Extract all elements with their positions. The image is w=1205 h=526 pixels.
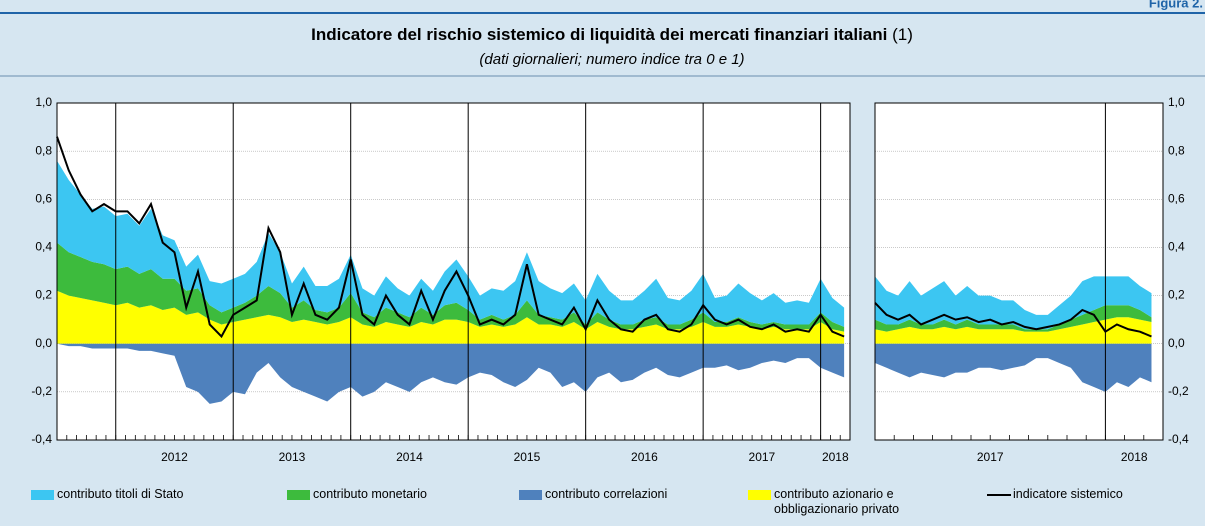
x-tick-label: 2012 [161, 450, 188, 464]
plot-area [875, 103, 1163, 440]
x-tick-label: 2018 [1121, 450, 1148, 464]
legend-label: indicatore sistemico [1013, 487, 1123, 501]
y-tick-label: 0,4 [1168, 240, 1185, 254]
chart-title: Indicatore del rischio sistemico di liqu… [311, 25, 913, 44]
legend-label: contributo monetario [313, 487, 427, 501]
y-tick-label: 0,8 [35, 143, 52, 157]
x-tick-label: 2015 [514, 450, 541, 464]
y-tick-label: 0,6 [1168, 191, 1185, 205]
title-main: Indicatore del rischio sistemico di liqu… [311, 25, 887, 44]
figure-label: Figura 2. [1149, 0, 1203, 10]
title-note: (1) [892, 25, 913, 44]
y-tick-label: -0,4 [31, 432, 52, 446]
legend-label: contributo correlazioni [545, 487, 668, 501]
area [57, 343, 845, 404]
area [57, 160, 845, 327]
legend-swatch [748, 490, 771, 500]
y-tick-label: 0,8 [1168, 143, 1185, 157]
legend-label: contributo titoli di Stato [57, 487, 184, 501]
y-tick-label: 1,0 [35, 95, 52, 109]
y-tick-label: -0,2 [1168, 384, 1189, 398]
y-tick-label: 0,0 [35, 336, 52, 350]
y-tick-label: 0,4 [35, 240, 52, 254]
area [57, 290, 845, 344]
x-tick-label: 2017 [977, 450, 1004, 464]
legend-swatch [31, 490, 54, 500]
area [875, 317, 1152, 344]
legend-swatch [287, 490, 310, 500]
x-tick-label: 2018 [822, 450, 849, 464]
x-tick-label: 2014 [396, 450, 423, 464]
line [874, 302, 1152, 338]
area [57, 242, 845, 332]
plot-frame [56, 102, 851, 441]
x-tick-label: 2013 [279, 450, 306, 464]
y-tick-label: -0,4 [1168, 432, 1189, 446]
y-tick-label: 1,0 [1168, 95, 1185, 109]
chart-subtitle: (dati giornalieri; numero indice tra 0 e… [479, 51, 744, 68]
y-tick-label: -0,2 [31, 384, 52, 398]
y-tick-label: 0,0 [1168, 336, 1185, 350]
y-tick-label: 0,2 [35, 288, 52, 302]
plot-frame [874, 102, 1164, 441]
y-tick-label: 0,2 [1168, 288, 1185, 302]
x-tick-label: 2016 [631, 450, 658, 464]
x-tick-label: 2017 [749, 450, 776, 464]
legend-label: contributo azionario e obbligazionario p… [774, 487, 900, 516]
line [56, 136, 845, 339]
y-tick-label: 0,6 [35, 191, 52, 205]
area [875, 276, 1152, 330]
area [875, 343, 1152, 392]
legend-swatch [519, 490, 542, 500]
area [875, 305, 1152, 332]
legend-swatch [987, 494, 1011, 496]
